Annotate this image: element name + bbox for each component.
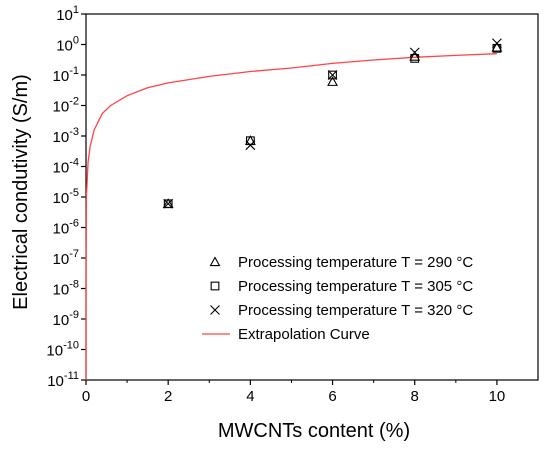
plot-area: 0 2 4 6 8 10 101 100 10-1 10-2 10-3 10-4 10-5 10-6 10-… <box>46 4 539 405</box>
legend-marker <box>209 256 221 267</box>
y-tick-label: 10-3 <box>53 126 79 146</box>
data-point-series-3 <box>409 47 420 58</box>
data-point-series-1 <box>327 76 338 86</box>
x-axis-title: MWCNTs content (%) <box>218 420 410 442</box>
legend-label: Extrapolation Curve <box>238 326 370 343</box>
legend: Processing temperature T = 290 °C Process… <box>202 254 473 343</box>
y-tick-label: 10-7 <box>53 248 79 268</box>
legend-label: Processing temperature T = 305 °C <box>238 278 473 295</box>
y-tick-label: 10-4 <box>53 157 79 177</box>
y-tick-label: 10-1 <box>53 65 79 85</box>
y-axis-title: Electrical condutivity (S/m) <box>10 74 32 310</box>
data-point-series-2 <box>163 199 173 209</box>
data-point-series-3 <box>327 70 338 80</box>
data-point-series-3 <box>245 140 256 151</box>
extrapolation-curve <box>85 53 497 380</box>
y-tick-label: 10-6 <box>53 218 79 238</box>
data-point-series-2 <box>328 70 337 80</box>
legend-label: Processing temperature T = 290 °C <box>238 254 473 271</box>
y-tick-label: 10-5 <box>53 187 79 207</box>
y-tick-label: 10-9 <box>53 309 79 329</box>
x-tick-label: 8 <box>411 388 419 405</box>
legend-label: Processing temperature T = 320 °C <box>238 302 473 319</box>
y-tick-label: 10-8 <box>53 279 79 299</box>
y-tick-label: 10-2 <box>53 96 79 116</box>
data-point-series-2 <box>410 54 420 63</box>
y-tick-label: 10-10 <box>46 340 79 360</box>
y-tick-label: 10-11 <box>47 370 79 390</box>
data-point-series-1 <box>409 51 421 61</box>
y-tick-label: 100 <box>56 35 79 55</box>
data-point-series-3 <box>163 198 174 209</box>
data-point-series-3 <box>492 38 502 49</box>
x-tick-label: 2 <box>164 388 172 405</box>
data-point-series-2 <box>492 43 502 53</box>
x-tick-label: 10 <box>489 388 506 405</box>
legend-marker <box>210 305 220 315</box>
x-tick-label: 4 <box>246 388 254 405</box>
x-tick-label: 6 <box>328 388 336 405</box>
y-tick-label: 101 <box>56 4 79 24</box>
x-tick-label: 0 <box>82 388 90 405</box>
data-point-series-1 <box>491 41 503 52</box>
legend-marker <box>210 281 220 291</box>
